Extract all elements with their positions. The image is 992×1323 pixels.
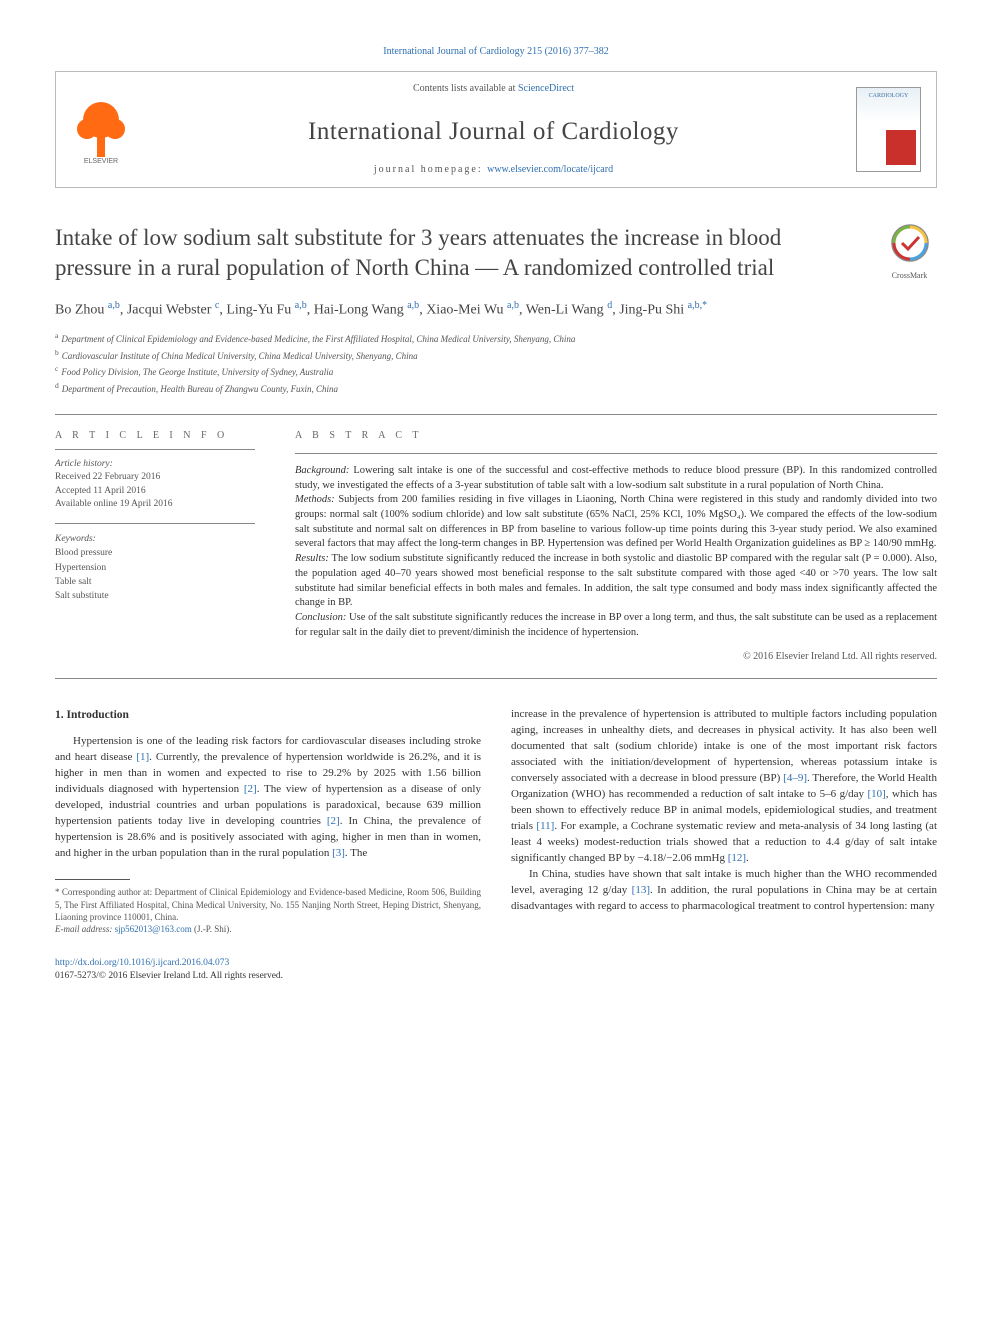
section-heading: 1. Introduction	[55, 707, 481, 724]
history-online: Available online 19 April 2016	[55, 498, 255, 511]
keyword: Blood pressure	[55, 546, 255, 560]
keyword: Salt substitute	[55, 589, 255, 603]
abstract-col: A B S T R A C T Background: Lowering sal…	[275, 415, 937, 664]
journal-header-box: ELSEVIER Contents lists available at Sci…	[55, 71, 937, 188]
info-divider	[55, 523, 255, 524]
footnote-separator	[55, 879, 130, 880]
page-footer: http://dx.doi.org/10.1016/j.ijcard.2016.…	[55, 957, 937, 984]
abs-conclusion-label: Conclusion:	[295, 612, 346, 623]
affiliation-c: cFood Policy Division, The George Instit…	[55, 363, 937, 380]
body-columns: 1. Introduction Hypertension is one of t…	[55, 707, 937, 935]
ref-link[interactable]: [4–9]	[783, 772, 807, 784]
journal-homepage: journal homepage: www.elsevier.com/locat…	[131, 163, 856, 177]
intro-para-3: In China, studies have shown that salt i…	[511, 867, 937, 915]
affiliation-d: dDepartment of Precaution, Health Bureau…	[55, 380, 937, 397]
ref-link[interactable]: [2]	[327, 815, 340, 827]
article-info-col: A R T I C L E I N F O Article history: R…	[55, 415, 275, 664]
issn-line: 0167-5273/© 2016 Elsevier Ireland Ltd. A…	[55, 971, 283, 981]
ref-link[interactable]: [2]	[244, 783, 257, 795]
history-received: Received 22 February 2016	[55, 471, 255, 484]
abstract-heading: A B S T R A C T	[295, 429, 937, 443]
ref-link[interactable]: [1]	[136, 751, 149, 763]
history-label: Article history:	[55, 458, 255, 471]
top-citation: International Journal of Cardiology 215 …	[55, 45, 937, 59]
abs-conclusion: Use of the salt substitute significantly…	[295, 612, 937, 638]
body-col-right: increase in the prevalence of hypertensi…	[511, 707, 937, 935]
citation-link[interactable]: International Journal of Cardiology 215 …	[383, 46, 609, 57]
keywords-block: Keywords: Blood pressure Hypertension Ta…	[55, 532, 255, 603]
affiliations: aDepartment of Clinical Epidemiology and…	[55, 330, 937, 396]
keywords-label: Keywords:	[55, 532, 255, 546]
journal-page: International Journal of Cardiology 215 …	[0, 0, 992, 1019]
ref-link[interactable]: [12]	[728, 852, 746, 864]
ref-link[interactable]: [10]	[867, 788, 885, 800]
ref-link[interactable]: [3]	[332, 847, 345, 859]
corresponding-footnote: * Corresponding author at: Department of…	[55, 886, 481, 935]
keyword: Table salt	[55, 575, 255, 589]
affiliation-a: aDepartment of Clinical Epidemiology and…	[55, 330, 937, 347]
corr-label: * Corresponding author at:	[55, 887, 152, 897]
info-abstract-row: A R T I C L E I N F O Article history: R…	[55, 415, 937, 679]
journal-cover-thumb: CARDIOLOGY	[856, 87, 921, 172]
abs-background-label: Background:	[295, 465, 349, 476]
abs-methods-label: Methods:	[295, 494, 335, 505]
hp-link[interactable]: www.elsevier.com/locate/ijcard	[487, 164, 613, 175]
title-row: Intake of low sodium salt substitute for…	[55, 223, 937, 283]
sciencedirect-link[interactable]: ScienceDirect	[518, 83, 574, 94]
hp-prefix: journal homepage:	[374, 164, 487, 175]
history-accepted: Accepted 11 April 2016	[55, 485, 255, 498]
article-info-heading: A R T I C L E I N F O	[55, 429, 255, 450]
abs-results: The low sodium substitute significantly …	[295, 553, 937, 608]
doi-link[interactable]: http://dx.doi.org/10.1016/j.ijcard.2016.…	[55, 958, 229, 968]
abs-methods: Subjects from 200 families residing in f…	[295, 494, 937, 549]
ref-link[interactable]: [13]	[632, 884, 650, 896]
intro-para-2: increase in the prevalence of hypertensi…	[511, 707, 937, 866]
abs-background: Lowering salt intake is one of the succe…	[295, 465, 937, 491]
svg-text:ELSEVIER: ELSEVIER	[84, 158, 118, 165]
contents-prefix: Contents lists available at	[413, 83, 518, 94]
abs-results-label: Results:	[295, 553, 329, 564]
crossmark-label: CrossMark	[882, 270, 937, 281]
contents-line: Contents lists available at ScienceDirec…	[131, 82, 856, 96]
article-title: Intake of low sodium salt substitute for…	[55, 223, 862, 283]
author-list: Bo Zhou a,b, Jacqui Webster c, Ling-Yu F…	[55, 299, 937, 320]
email-suffix: (J.-P. Shi).	[192, 924, 232, 934]
intro-para-1: Hypertension is one of the leading risk …	[55, 734, 481, 862]
abstract-text: Background: Lowering salt intake is one …	[295, 464, 937, 640]
elsevier-logo: ELSEVIER	[71, 95, 131, 165]
header-center: Contents lists available at ScienceDirec…	[131, 82, 856, 177]
journal-name: International Journal of Cardiology	[131, 114, 856, 149]
crossmark-badge[interactable]: CrossMark	[882, 223, 937, 281]
email-link[interactable]: sjp562013@163.com	[115, 924, 192, 934]
article-history: Article history: Received 22 February 20…	[55, 458, 255, 511]
affiliation-b: bCardiovascular Institute of China Medic…	[55, 347, 937, 364]
cover-label: CARDIOLOGY	[857, 92, 920, 100]
abstract-copyright: © 2016 Elsevier Ireland Ltd. All rights …	[295, 650, 937, 664]
body-col-left: 1. Introduction Hypertension is one of t…	[55, 707, 481, 935]
abstract-rule	[295, 453, 937, 454]
keyword: Hypertension	[55, 561, 255, 575]
email-label: E-mail address:	[55, 924, 112, 934]
ref-link[interactable]: [11]	[536, 820, 554, 832]
